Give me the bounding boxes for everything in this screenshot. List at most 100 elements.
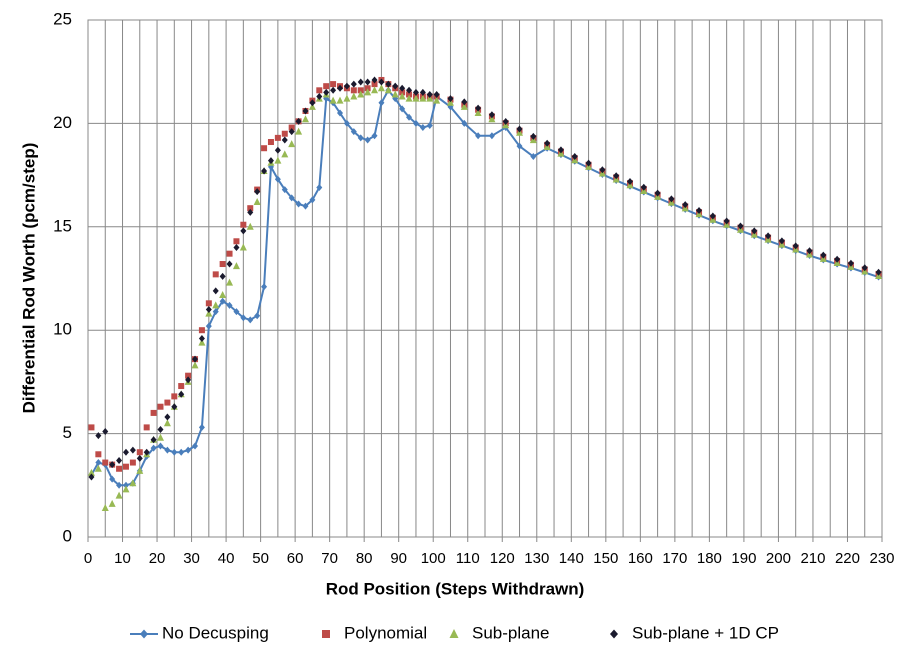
marker — [226, 301, 233, 309]
marker — [475, 104, 482, 112]
marker — [350, 128, 357, 136]
marker — [475, 132, 482, 140]
marker — [295, 117, 302, 125]
marker — [88, 473, 95, 481]
marker — [247, 316, 254, 324]
marker — [343, 94, 351, 102]
marker — [412, 119, 419, 127]
marker — [316, 184, 323, 192]
marker — [426, 121, 433, 129]
marker — [274, 175, 281, 183]
marker — [261, 145, 268, 152]
legend-label: No Decusping — [162, 623, 269, 642]
legend-marker — [140, 629, 148, 639]
marker — [288, 128, 295, 136]
marker — [419, 94, 427, 102]
marker — [129, 446, 136, 454]
marker — [267, 157, 274, 165]
marker — [136, 454, 143, 462]
marker — [129, 459, 136, 466]
marker — [95, 459, 102, 467]
marker — [316, 87, 323, 94]
marker — [247, 205, 254, 212]
marker — [364, 88, 372, 96]
marker — [233, 243, 240, 251]
marker — [281, 186, 288, 194]
legend-label: Sub-plane — [472, 623, 550, 642]
marker — [391, 90, 399, 98]
x-tick-label: 110 — [456, 550, 480, 567]
marker — [240, 221, 247, 228]
marker — [364, 78, 371, 86]
marker — [371, 81, 378, 88]
marker — [164, 446, 171, 454]
marker — [157, 442, 164, 450]
marker — [109, 461, 116, 469]
y-tick-label: 5 — [63, 423, 72, 442]
marker — [87, 468, 95, 476]
marker — [232, 262, 240, 270]
marker — [847, 259, 854, 267]
marker — [239, 243, 247, 251]
marker — [122, 481, 129, 489]
marker — [364, 85, 371, 92]
marker — [143, 448, 150, 456]
marker — [122, 448, 129, 456]
marker — [585, 159, 592, 167]
marker — [212, 271, 219, 278]
marker — [88, 424, 95, 431]
marker — [488, 111, 495, 119]
marker — [219, 272, 226, 280]
marker — [357, 87, 364, 94]
x-axis-title: Rod Position (Steps Withdrawn) — [326, 579, 585, 598]
marker — [323, 83, 330, 90]
marker — [765, 232, 772, 240]
x-tick-label: 60 — [287, 550, 304, 567]
marker — [571, 152, 578, 160]
marker — [599, 166, 606, 174]
marker — [778, 237, 785, 245]
marker — [446, 98, 454, 106]
marker — [226, 250, 233, 257]
marker — [205, 306, 212, 314]
marker — [378, 78, 385, 86]
marker — [364, 136, 371, 144]
marker — [329, 96, 337, 104]
marker — [171, 403, 178, 411]
marker — [295, 127, 303, 135]
marker — [163, 419, 171, 427]
marker — [406, 113, 413, 121]
marker — [308, 102, 316, 110]
marker — [398, 92, 406, 100]
marker — [343, 82, 350, 90]
marker — [516, 142, 523, 150]
marker — [343, 119, 350, 127]
marker — [261, 167, 268, 175]
marker — [240, 314, 247, 322]
marker — [108, 499, 116, 507]
marker — [613, 172, 620, 180]
marker — [212, 308, 219, 316]
marker — [668, 195, 675, 203]
marker — [233, 308, 240, 316]
marker — [426, 94, 434, 102]
marker — [301, 115, 309, 123]
marker — [371, 86, 379, 94]
marker — [150, 444, 157, 452]
marker — [157, 425, 164, 433]
marker — [330, 81, 337, 88]
marker — [350, 80, 357, 88]
marker — [115, 491, 123, 499]
marker — [447, 95, 454, 103]
y-tick-label: 0 — [63, 526, 72, 545]
marker — [254, 188, 261, 196]
marker — [350, 92, 358, 100]
x-tick-label: 30 — [183, 550, 200, 567]
x-tick-label: 40 — [218, 550, 235, 567]
x-tick-label: 140 — [559, 550, 584, 567]
marker — [405, 94, 413, 102]
marker — [192, 355, 199, 363]
x-tick-label: 70 — [321, 550, 338, 567]
marker — [164, 413, 171, 421]
